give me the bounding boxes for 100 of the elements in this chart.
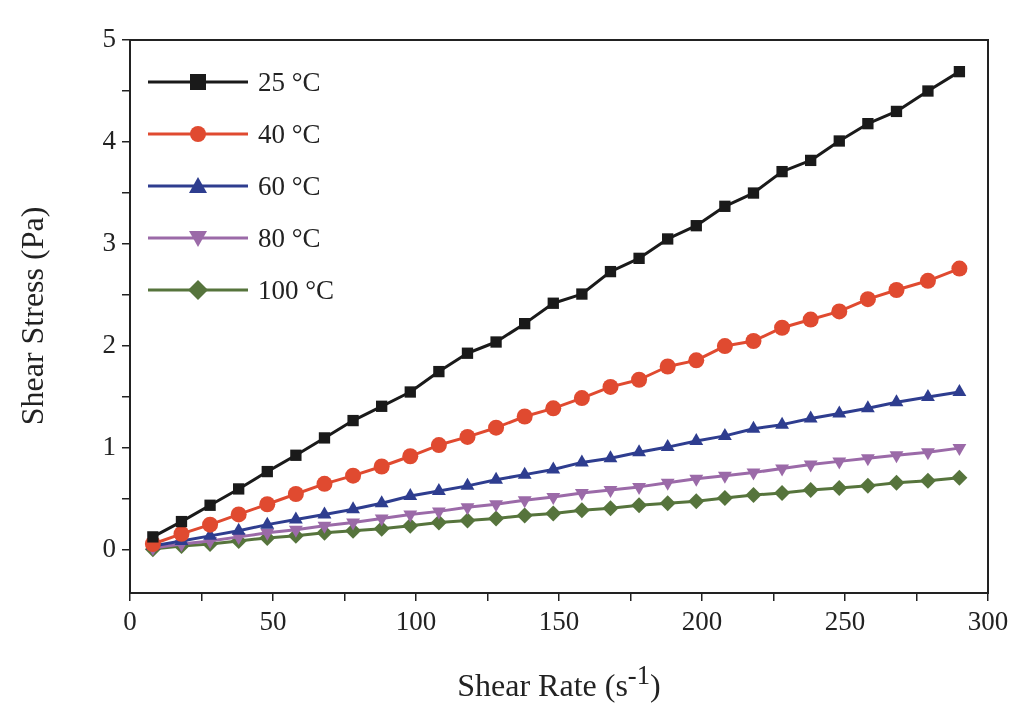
point <box>603 450 618 463</box>
point <box>545 505 562 522</box>
point <box>318 432 331 444</box>
point <box>317 521 332 534</box>
y-tick-label: 2 <box>102 329 116 360</box>
point <box>922 85 934 97</box>
point <box>430 514 447 531</box>
point <box>919 272 936 289</box>
point <box>802 481 819 498</box>
point <box>888 281 905 298</box>
point <box>573 390 590 407</box>
y-tick-label: 4 <box>102 125 117 156</box>
point <box>802 311 819 328</box>
point <box>373 520 390 537</box>
point <box>633 252 645 264</box>
point <box>459 512 476 529</box>
point <box>287 486 304 503</box>
point <box>745 332 762 349</box>
point <box>459 428 476 445</box>
x-tick-label: 150 <box>538 606 580 637</box>
point <box>175 515 188 528</box>
point <box>260 528 275 541</box>
point <box>346 518 361 531</box>
point <box>805 154 817 167</box>
point <box>346 501 361 514</box>
point <box>345 467 362 484</box>
point <box>402 448 419 465</box>
point <box>488 419 505 436</box>
y-tick-label: 1 <box>102 431 116 462</box>
point <box>347 414 359 427</box>
point <box>147 531 159 543</box>
legend-label: 100 °C <box>258 274 335 306</box>
point <box>632 482 647 495</box>
point <box>290 449 302 461</box>
point <box>921 389 935 402</box>
point <box>576 288 588 300</box>
point <box>717 471 732 484</box>
point <box>233 483 245 495</box>
point <box>547 297 559 309</box>
point <box>173 525 190 542</box>
x-tick-label: 300 <box>967 606 1009 637</box>
y-tick-label: 3 <box>102 227 116 258</box>
x-tick-label: 200 <box>681 606 723 637</box>
legend-label: 40 °C <box>258 118 321 150</box>
point <box>951 469 968 486</box>
point <box>662 233 674 245</box>
point <box>776 165 788 178</box>
point <box>288 525 303 538</box>
point <box>688 493 705 510</box>
x-axis-title: Shear Rate (s$^{-1}$) <box>456 660 662 704</box>
point <box>374 514 389 527</box>
point <box>747 187 760 199</box>
x-tick-label: 100 <box>395 606 437 637</box>
point <box>831 303 848 320</box>
point <box>774 485 791 502</box>
point <box>803 460 818 473</box>
point <box>719 200 731 212</box>
point <box>859 291 876 308</box>
point <box>860 400 875 413</box>
point <box>631 371 648 388</box>
point <box>573 502 590 519</box>
point <box>316 475 333 492</box>
point <box>689 474 704 487</box>
point <box>488 510 505 527</box>
point <box>433 365 445 378</box>
point <box>373 458 390 475</box>
point <box>374 495 389 508</box>
point <box>862 118 874 130</box>
point <box>690 220 702 232</box>
point <box>604 265 617 278</box>
point <box>631 497 648 514</box>
point <box>745 487 762 504</box>
x-tick-label: 250 <box>824 606 866 637</box>
point <box>716 490 733 507</box>
point <box>775 464 790 477</box>
point <box>603 485 618 498</box>
point <box>519 317 531 330</box>
point <box>376 400 388 412</box>
point <box>402 517 419 534</box>
point <box>859 477 876 494</box>
point <box>204 499 216 511</box>
point <box>952 384 967 396</box>
point <box>660 478 675 491</box>
point <box>889 394 904 407</box>
point <box>261 465 273 478</box>
point <box>688 352 705 369</box>
point <box>632 444 647 457</box>
x-tick-label: 50 <box>259 606 287 637</box>
point <box>659 358 676 375</box>
point <box>716 338 733 355</box>
y-tick-label: 5 <box>102 23 116 54</box>
point <box>659 495 676 512</box>
point <box>545 400 562 417</box>
legend-label: 60 °C <box>258 170 321 202</box>
point <box>490 336 502 348</box>
y-axis-title: Shear Stress (Pa) <box>13 206 51 426</box>
legend-label: 25 °C <box>258 66 321 98</box>
point <box>890 105 903 118</box>
point <box>430 437 447 454</box>
point <box>919 472 936 489</box>
